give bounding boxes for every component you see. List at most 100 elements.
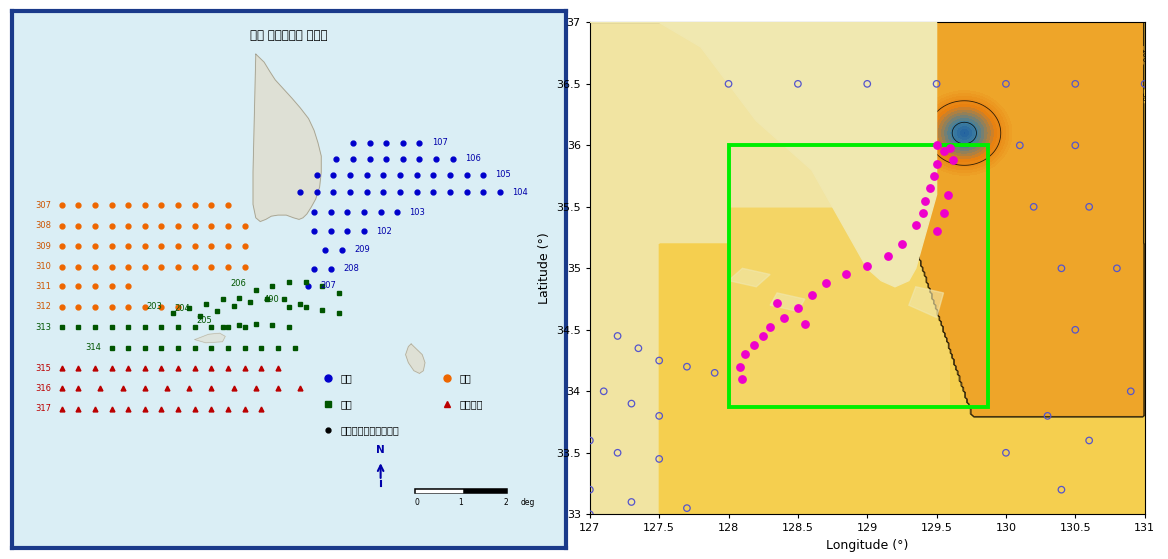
Point xyxy=(858,262,877,271)
Point xyxy=(580,485,599,494)
Text: 316: 316 xyxy=(36,384,51,393)
Text: 50: 50 xyxy=(1140,92,1148,101)
Text: 100: 100 xyxy=(1139,48,1148,63)
Polygon shape xyxy=(465,440,576,508)
Text: 209: 209 xyxy=(354,245,370,254)
Point xyxy=(705,368,724,377)
Polygon shape xyxy=(590,22,937,287)
Point xyxy=(649,356,668,365)
Point xyxy=(1066,325,1085,334)
Point xyxy=(649,411,668,420)
Point xyxy=(760,323,779,332)
Point xyxy=(677,362,696,371)
Point xyxy=(944,155,962,164)
Point xyxy=(1038,411,1057,420)
Point xyxy=(719,79,738,88)
Text: 204: 204 xyxy=(174,304,190,313)
Text: 310: 310 xyxy=(36,262,51,271)
Point xyxy=(1079,436,1098,445)
Point xyxy=(802,291,821,300)
Text: N: N xyxy=(376,445,385,455)
Point xyxy=(924,172,943,181)
Point xyxy=(630,344,648,353)
Point xyxy=(753,331,772,340)
Point xyxy=(649,454,668,463)
Polygon shape xyxy=(253,54,321,221)
Point xyxy=(996,448,1015,457)
Point xyxy=(1121,387,1140,396)
Point xyxy=(934,147,953,156)
Point xyxy=(927,141,946,150)
Text: 남해: 남해 xyxy=(341,399,353,409)
Point xyxy=(1066,141,1085,150)
Text: 315: 315 xyxy=(36,363,51,372)
Point xyxy=(906,221,925,230)
Text: 104: 104 xyxy=(512,187,528,197)
Point xyxy=(1052,485,1071,494)
Point xyxy=(730,362,749,371)
Point xyxy=(580,510,599,519)
Point xyxy=(609,331,627,340)
Point xyxy=(878,252,897,260)
Polygon shape xyxy=(195,333,225,343)
Point xyxy=(1066,79,1085,88)
Text: 207: 207 xyxy=(321,281,336,291)
Point xyxy=(858,79,877,88)
Point xyxy=(609,448,627,457)
Point xyxy=(734,375,752,383)
Point xyxy=(744,340,763,349)
Point xyxy=(1107,264,1126,273)
Point xyxy=(623,399,641,408)
Text: 103: 103 xyxy=(410,208,425,217)
X-axis label: Longitude (°): Longitude (°) xyxy=(826,539,909,552)
Text: 동중국해: 동중국해 xyxy=(460,399,484,409)
Point xyxy=(795,319,814,328)
Text: 205: 205 xyxy=(196,316,213,325)
Point xyxy=(927,159,946,168)
Bar xyxy=(729,145,988,408)
Point xyxy=(595,387,613,396)
Text: deg: deg xyxy=(521,498,535,507)
Point xyxy=(774,313,793,322)
Text: 국제협력정선관측지점: 국제협력정선관측지점 xyxy=(341,425,399,435)
Text: 107: 107 xyxy=(432,138,447,147)
Point xyxy=(892,239,911,248)
Text: 313: 313 xyxy=(36,323,51,331)
Text: 1: 1 xyxy=(459,498,464,507)
Text: 2: 2 xyxy=(503,498,508,507)
Text: 203: 203 xyxy=(147,302,162,311)
Text: 311: 311 xyxy=(36,282,51,291)
Point xyxy=(788,303,807,312)
Point xyxy=(913,209,932,217)
Point xyxy=(677,504,696,513)
Text: 309: 309 xyxy=(36,241,51,251)
Point xyxy=(920,184,939,193)
Y-axis label: Latitude (°): Latitude (°) xyxy=(537,233,550,304)
Text: 208: 208 xyxy=(343,264,359,273)
Point xyxy=(927,227,946,236)
Point xyxy=(1010,141,1029,150)
Text: 490: 490 xyxy=(263,295,279,304)
Text: 102: 102 xyxy=(376,227,392,236)
Text: 동해: 동해 xyxy=(341,373,353,383)
Text: 308: 308 xyxy=(36,221,51,230)
Point xyxy=(1024,202,1043,211)
Point xyxy=(916,196,934,205)
Text: 206: 206 xyxy=(230,278,245,287)
Text: 312: 312 xyxy=(36,302,51,311)
Point xyxy=(934,209,953,217)
Polygon shape xyxy=(770,293,805,311)
Point xyxy=(941,143,960,152)
Point xyxy=(788,79,807,88)
Point xyxy=(580,436,599,445)
Text: 314: 314 xyxy=(85,343,102,352)
Point xyxy=(996,79,1015,88)
Text: 0: 0 xyxy=(415,498,419,507)
Point xyxy=(816,278,835,287)
Text: 서해: 서해 xyxy=(460,373,472,383)
Text: 106: 106 xyxy=(465,154,481,163)
Point xyxy=(1052,264,1071,273)
Point xyxy=(736,350,755,359)
Polygon shape xyxy=(909,287,944,318)
Point xyxy=(938,190,957,199)
